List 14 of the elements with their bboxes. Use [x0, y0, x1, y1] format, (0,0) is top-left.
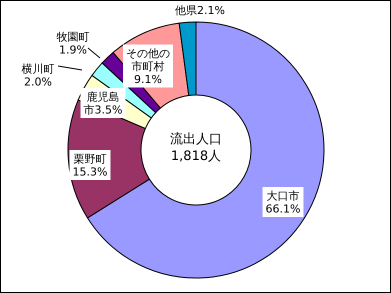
slice-label: 鹿児島市3.5%	[84, 90, 122, 116]
data-label: 2.0%	[24, 75, 52, 88]
slice-label: 他県2.1%	[175, 4, 225, 16]
data-label: 9.1%	[134, 72, 162, 86]
text: 1,818人	[170, 149, 222, 164]
slice-label: 大口市	[266, 189, 300, 202]
slice-label: その他の市町村	[126, 46, 170, 72]
data-label: 66.1%	[266, 202, 300, 215]
text: 流出人口	[170, 131, 222, 147]
slice-label: 栗野町	[74, 152, 106, 165]
slice-label: 横川町	[22, 62, 54, 75]
slice-label: 牧園町	[56, 30, 90, 43]
data-label: 15.3%	[72, 165, 108, 178]
data-label: 1.9%	[59, 43, 87, 56]
